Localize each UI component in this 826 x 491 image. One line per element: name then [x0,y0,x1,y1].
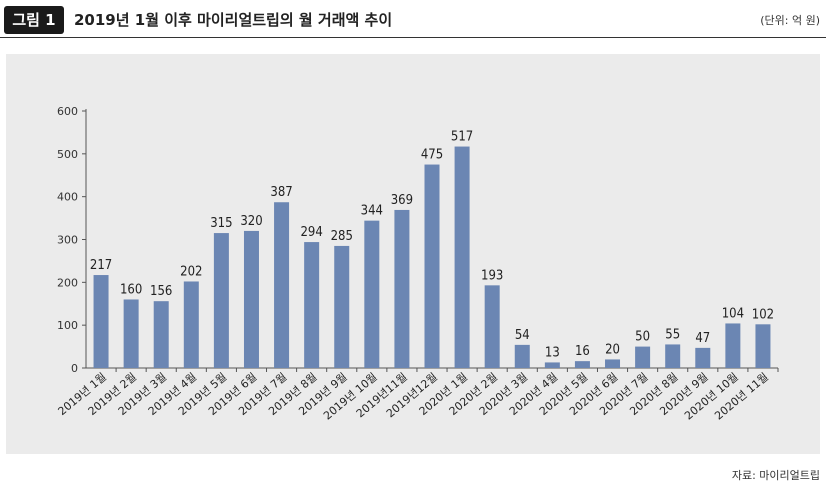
data-label: 217 [90,258,112,273]
figure-header: 그림 1 2019년 1월 이후 마이리얼트립의 월 거래액 추이 (단위: 억… [0,0,826,38]
data-label: 47 [695,331,710,346]
bar [304,242,320,368]
data-label: 387 [270,185,292,200]
unit-label: (단위: 억 원) [760,14,820,27]
data-label: 517 [451,130,473,145]
bar [755,324,771,368]
figure-badge: 그림 1 [4,6,64,34]
y-tick-label: 600 [57,105,78,118]
bar [364,220,380,368]
data-label: 104 [722,306,744,321]
data-label: 20 [605,342,620,357]
y-tick-label: 100 [57,319,78,332]
data-label: 369 [391,193,413,208]
data-label: 285 [331,229,353,244]
data-label: 320 [240,214,262,229]
bar [153,301,169,368]
data-label: 160 [120,282,142,297]
bar [574,361,590,368]
y-tick-label: 500 [57,148,78,161]
chart-panel [6,54,820,454]
bar [725,323,741,368]
bar [93,275,109,368]
data-label: 202 [180,264,202,279]
bar [695,347,711,368]
data-label: 102 [752,307,774,322]
data-label: 193 [481,268,503,283]
bar [274,202,290,368]
bar [484,285,500,368]
bar [394,209,410,368]
y-tick-label: 200 [57,276,78,289]
bar [514,344,530,368]
bar [544,362,560,368]
data-label: 344 [361,204,383,219]
data-label: 156 [150,284,172,299]
data-label: 54 [515,328,530,343]
header-divider [0,37,826,38]
data-label: 50 [635,330,650,345]
y-tick-label: 400 [57,191,78,204]
data-label: 294 [300,225,322,240]
bar [665,344,681,368]
bar [454,146,470,368]
data-label: 13 [545,345,560,360]
data-label: 315 [210,216,232,231]
bar [183,281,199,368]
bar [424,164,440,368]
data-label: 475 [421,148,443,163]
y-tick-label: 0 [71,362,78,375]
data-label: 16 [575,344,590,359]
source-note: 자료: 마이리얼트립 [731,469,820,482]
chart-title: 2019년 1월 이후 마이리얼트립의 월 거래액 추이 [74,11,393,29]
y-tick-label: 300 [57,234,78,247]
data-label: 55 [665,327,680,342]
bar [123,299,139,368]
bar [243,230,259,368]
bar [605,359,621,368]
bar [213,233,229,368]
bar [635,346,651,368]
bar [334,245,350,368]
